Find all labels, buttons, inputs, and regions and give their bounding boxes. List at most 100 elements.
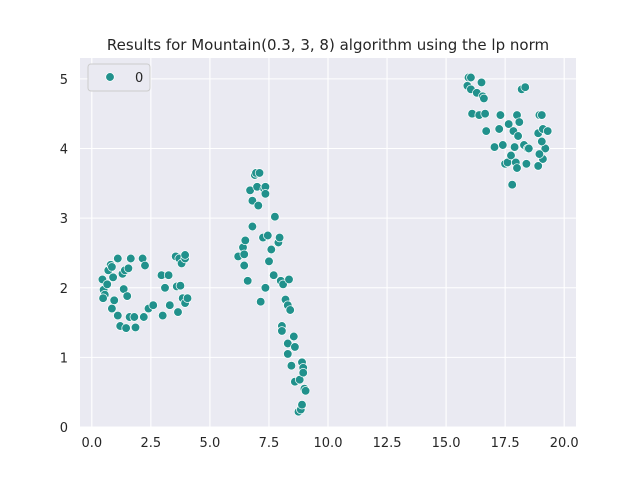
data-point <box>290 342 300 352</box>
data-point <box>266 244 276 255</box>
y-tick-label: 4 <box>60 143 68 158</box>
data-point <box>509 142 520 152</box>
data-point <box>139 312 149 322</box>
data-point <box>240 235 250 246</box>
data-point <box>277 326 287 336</box>
legend: 0 <box>87 63 151 92</box>
data-point <box>180 250 190 260</box>
data-point <box>494 124 504 134</box>
y-tick-label: 2 <box>60 282 68 297</box>
data-point <box>254 168 265 178</box>
x-tick-label: 0.0 <box>81 436 102 451</box>
y-tick-label: 1 <box>60 351 68 366</box>
data-point <box>175 281 186 291</box>
y-tick-label: 0 <box>60 421 68 436</box>
legend-label: 0 <box>135 71 143 86</box>
data-point <box>113 310 123 321</box>
data-point <box>98 293 108 303</box>
x-tick-label: 5.0 <box>200 436 221 451</box>
data-point <box>514 117 524 127</box>
data-point <box>533 161 543 171</box>
data-point <box>163 270 174 280</box>
data-point <box>479 93 489 104</box>
data-point <box>476 77 487 88</box>
data-point <box>140 260 150 271</box>
data-point <box>284 274 294 285</box>
data-point <box>481 126 491 136</box>
data-point <box>253 200 263 211</box>
data-point <box>269 270 279 280</box>
data-point <box>543 126 553 136</box>
data-point <box>507 180 517 190</box>
data-point <box>270 212 280 222</box>
data-point <box>107 303 117 314</box>
data-point <box>297 400 307 410</box>
data-point <box>122 291 132 301</box>
y-tick-label: 3 <box>60 212 68 227</box>
data-point <box>283 349 293 359</box>
data-point <box>123 263 134 273</box>
data-point <box>182 293 193 303</box>
data-point <box>239 260 249 271</box>
data-point <box>300 386 311 396</box>
data-point <box>256 297 266 307</box>
data-point <box>109 295 119 305</box>
data-point <box>243 276 253 286</box>
data-point <box>298 368 308 378</box>
x-tick-label: 20.0 <box>550 436 579 451</box>
data-point <box>285 305 295 315</box>
x-axis: 0.0 2.5 5.0 7.5 10.0 12.5 15.0 17.5 20.0 <box>81 436 578 451</box>
data-point <box>165 300 175 310</box>
data-point <box>537 136 547 147</box>
x-tick-label: 15.0 <box>432 436 461 451</box>
data-point <box>278 279 288 289</box>
data-point <box>148 300 158 310</box>
data-point <box>520 82 530 92</box>
data-point <box>274 232 285 243</box>
legend-marker <box>105 72 115 82</box>
data-point <box>489 142 500 152</box>
data-point <box>126 253 136 264</box>
data-point <box>286 361 297 371</box>
x-tick-label: 2.5 <box>141 436 162 451</box>
data-point <box>513 131 523 141</box>
data-point <box>521 159 532 169</box>
data-point <box>260 189 271 199</box>
data-point <box>260 283 271 293</box>
chart-title: Results for Mountain(0.3, 3, 8) algorith… <box>107 36 549 54</box>
data-point <box>173 307 183 317</box>
data-point <box>506 150 516 161</box>
data-point <box>113 253 123 264</box>
x-tick-label: 12.5 <box>373 436 402 451</box>
data-point <box>504 119 514 129</box>
data-point <box>121 323 131 333</box>
data-point <box>264 256 274 266</box>
y-axis: 0 1 2 3 4 5 <box>60 73 68 436</box>
x-tick-label: 7.5 <box>259 436 280 451</box>
y-tick-label: 5 <box>60 73 68 88</box>
grid-lines <box>80 58 576 428</box>
data-point <box>512 163 522 173</box>
data-point <box>130 322 141 333</box>
data-point <box>239 249 249 259</box>
data-point <box>158 310 168 321</box>
data-point <box>129 312 139 322</box>
data-point <box>524 143 534 154</box>
data-point <box>108 272 118 282</box>
data-point <box>247 196 258 206</box>
data-point <box>247 221 258 232</box>
data-point <box>534 149 545 159</box>
data-point <box>498 140 508 150</box>
data-points <box>97 72 553 417</box>
data-point <box>289 331 299 342</box>
data-point <box>480 109 490 119</box>
x-tick-label: 10.0 <box>314 436 343 451</box>
data-point <box>102 279 112 289</box>
legend-box <box>87 63 151 92</box>
data-point <box>160 283 170 293</box>
data-point <box>107 262 117 272</box>
x-tick-label: 17.5 <box>491 436 520 451</box>
data-point <box>466 72 476 83</box>
data-point <box>263 230 273 241</box>
